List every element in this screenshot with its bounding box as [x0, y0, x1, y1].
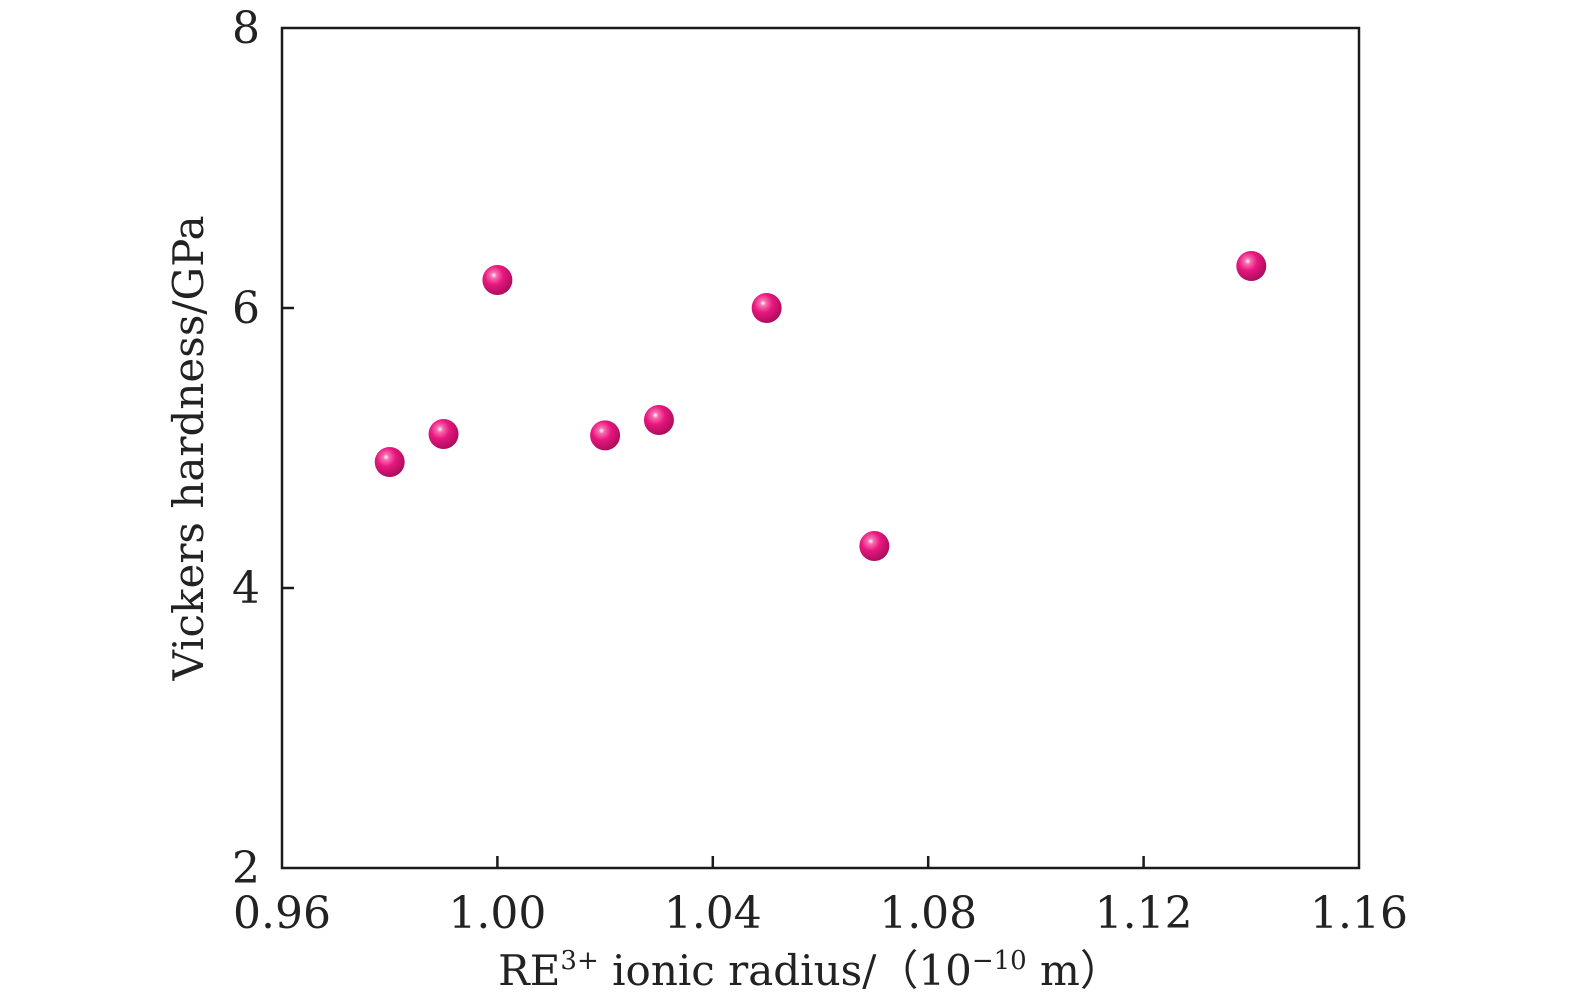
- data-point: [1236, 251, 1267, 281]
- data-point: [751, 293, 782, 323]
- data-point: [643, 405, 674, 435]
- data-points: [374, 251, 1267, 561]
- x-axis-title-unit: m）: [1027, 946, 1122, 995]
- x-axis-title-base: RE: [498, 946, 560, 995]
- data-point: [590, 420, 621, 451]
- x-tick-label: 1.00: [448, 888, 546, 939]
- x-axis: 0.96 1.00 1.04 1.08 1.12 1.16: [233, 856, 1408, 939]
- y-tick-label: 2: [232, 843, 260, 894]
- x-axis-title-middle: ionic radius/（10: [599, 946, 972, 995]
- x-tick-label: 1.04: [664, 888, 762, 939]
- data-point: [859, 531, 890, 561]
- y-axis: 2 4 6 8: [232, 3, 294, 894]
- x-axis-title-sup: 3+: [560, 946, 598, 976]
- data-point: [482, 265, 513, 295]
- y-tick-label: 8: [232, 3, 260, 54]
- x-tick-label: 1.16: [1310, 888, 1408, 939]
- plot-frame: [280, 26, 1361, 870]
- x-axis-title-exp: −10: [972, 946, 1027, 976]
- x-axis-title: RE3+ ionic radius/（10−10 m）: [498, 946, 1122, 995]
- y-tick-label: 6: [232, 283, 260, 334]
- y-axis-title: Vickers hardness/GPa: [164, 215, 213, 681]
- data-point: [374, 447, 405, 477]
- data-point: [428, 419, 459, 449]
- x-tick-label: 1.12: [1095, 888, 1193, 939]
- x-tick-label: 0.96: [233, 888, 331, 939]
- y-tick-label: 4: [232, 563, 260, 614]
- x-tick-label: 1.08: [879, 888, 977, 939]
